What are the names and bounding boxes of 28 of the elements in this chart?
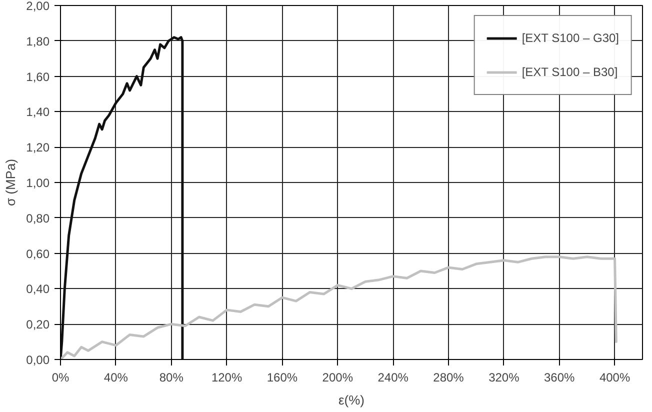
x-tick-label: 200% [322,370,354,384]
x-tick-label: 160% [266,370,298,384]
y-tick-label: 0,40 [26,282,50,296]
line-series [60,256,618,360]
y-tick-label: 1,60 [26,70,50,84]
x-tick-label: 0% [52,370,70,384]
y-tick-label: 2,00 [26,0,50,13]
y-tick-label: 0,20 [26,318,50,332]
legend-label: [EXT S100 – B30] [522,65,618,79]
x-tick-label: 240% [378,370,409,384]
x-tick-label: 320% [488,370,520,384]
x-tick-label: 120% [211,370,242,384]
y-axis-title: σ (MPa) [3,158,18,206]
x-axis-title: ε(%) [338,392,365,408]
x-tick-label: 360% [544,370,576,384]
x-tick-label: 400% [599,370,630,384]
y-tick-label: 0,80 [26,211,50,226]
x-tick-label: 280% [433,370,464,384]
y-tick-label: 0,00 [26,353,50,367]
y-tick-label: 1,20 [26,140,50,155]
y-tick-label: 0,60 [26,246,50,261]
y-tick-label: 1,40 [26,105,50,120]
y-tick-label: 1,80 [26,34,50,48]
x-tick-label: 40% [104,370,128,384]
y-tick-label: 1,00 [26,176,50,190]
x-tick-label: 80% [159,370,184,384]
legend-label: [EXT S100 – G30] [522,31,619,45]
line-series [60,36,184,360]
